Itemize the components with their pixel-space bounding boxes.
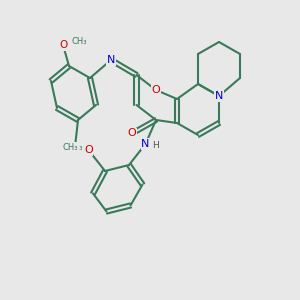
Text: N: N [215, 91, 223, 101]
Text: N: N [141, 139, 150, 149]
Text: CH₃: CH₃ [67, 142, 83, 152]
Text: CH₃: CH₃ [63, 142, 78, 152]
Text: O: O [128, 128, 136, 139]
Text: O: O [84, 145, 93, 155]
Text: CH₃: CH₃ [72, 38, 87, 46]
Text: O: O [152, 85, 160, 95]
Text: O: O [59, 40, 67, 50]
Text: N: N [107, 55, 115, 65]
Text: H: H [153, 141, 159, 150]
